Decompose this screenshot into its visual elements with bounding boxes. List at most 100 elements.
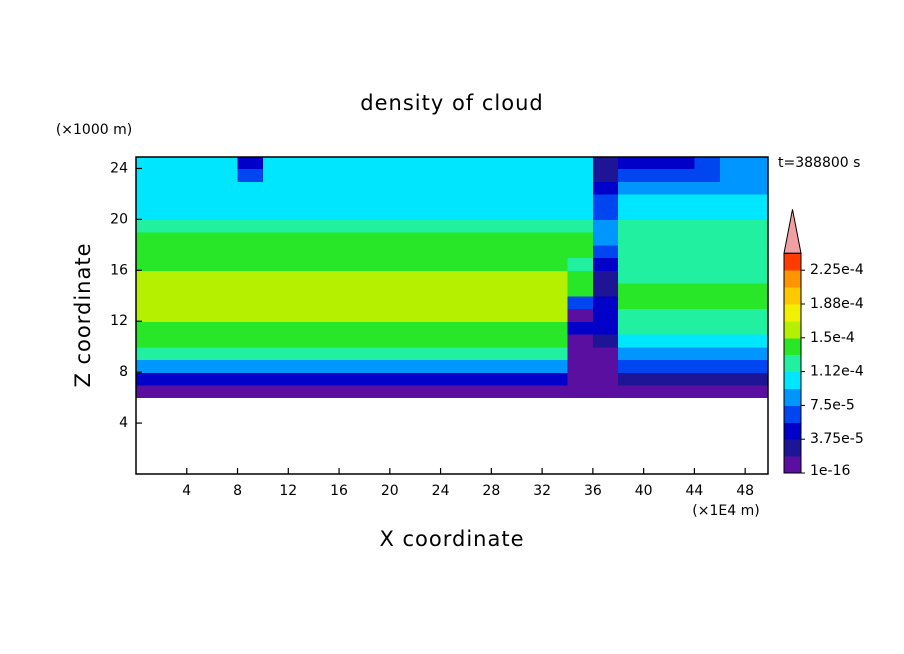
field-cell <box>161 157 188 170</box>
field-cell <box>186 333 213 348</box>
field-cell <box>643 270 670 284</box>
field-cell <box>719 257 746 271</box>
colorbar-band <box>784 320 801 339</box>
field-cell <box>262 384 289 399</box>
field-cell <box>542 283 569 297</box>
field-cell <box>491 359 518 373</box>
colorbar-band <box>784 371 801 389</box>
field-cell <box>643 359 670 373</box>
field-cell <box>465 346 492 361</box>
x-tick-label: 4 <box>182 483 191 499</box>
field-cell <box>567 232 594 246</box>
field-cell <box>465 232 492 246</box>
field-cell <box>542 308 569 322</box>
field-cell <box>389 321 416 335</box>
field-cell <box>237 257 264 271</box>
field-cell <box>237 219 264 233</box>
field-cell <box>237 384 264 399</box>
field-cell <box>516 283 543 297</box>
field-cell <box>313 244 340 259</box>
field-cell <box>339 168 366 182</box>
field-cell <box>136 219 162 233</box>
field-cell <box>618 346 645 361</box>
field-cell <box>136 308 162 322</box>
field-cell <box>136 168 162 182</box>
field-cell <box>745 333 768 348</box>
field-cell <box>339 206 366 220</box>
field-cell <box>719 270 746 284</box>
field-cell <box>186 295 213 310</box>
field-cell <box>339 181 366 195</box>
field-cell <box>542 372 569 386</box>
field-cell <box>465 333 492 348</box>
colorbar-frame <box>783 252 802 474</box>
field-cell <box>389 295 416 310</box>
field-cell <box>440 321 467 335</box>
x-tick-label: 28 <box>482 483 500 499</box>
field-cell <box>237 244 264 259</box>
field-cell <box>288 168 315 182</box>
field-cell <box>161 193 188 208</box>
field-cell <box>212 346 239 361</box>
field-cell <box>136 384 162 399</box>
field-cell <box>136 295 162 310</box>
field-cell <box>389 346 416 361</box>
field-cell <box>643 283 670 297</box>
chart-title: density of cloud <box>360 91 543 115</box>
field-cell <box>288 257 315 271</box>
field-cell <box>364 193 391 208</box>
colorbar-tick-label: 2.25e-4 <box>810 262 864 278</box>
field-cell <box>212 308 239 322</box>
field-cell <box>618 384 645 399</box>
field-cell <box>567 219 594 233</box>
field-cell <box>745 270 768 284</box>
field-cell <box>491 193 518 208</box>
x-tick-label: 20 <box>381 483 399 499</box>
field-cell <box>288 206 315 220</box>
field-cell <box>618 244 645 259</box>
field-cell <box>415 372 442 386</box>
field-cell <box>288 308 315 322</box>
field-cell <box>592 308 619 322</box>
field-cell <box>212 168 239 182</box>
field-cell <box>465 384 492 399</box>
field-cell <box>618 206 645 220</box>
field-cell <box>592 359 619 373</box>
field-cell <box>440 295 467 310</box>
field-cell <box>212 295 239 310</box>
field-cell <box>567 346 594 361</box>
field-cell <box>516 168 543 182</box>
field-cell <box>288 359 315 373</box>
field-cell <box>694 244 721 259</box>
field-cell <box>212 372 239 386</box>
field-cell <box>669 244 695 259</box>
field-cell <box>389 219 416 233</box>
field-cell <box>542 295 569 310</box>
field-cell <box>694 295 721 310</box>
field-cell <box>618 257 645 271</box>
field-cell <box>745 346 768 361</box>
field-cell <box>364 346 391 361</box>
colorbar-band <box>784 388 801 406</box>
field-cell <box>745 244 768 259</box>
field-cell <box>313 333 340 348</box>
y-tick-label: 16 <box>110 262 128 278</box>
field-cell <box>567 384 594 399</box>
field-cell <box>592 257 619 271</box>
field-cell <box>288 384 315 399</box>
field-cell <box>339 232 366 246</box>
field-cell <box>618 219 645 233</box>
field-cell <box>389 232 416 246</box>
field-cell <box>212 157 239 170</box>
field-cell <box>592 321 619 335</box>
plot-frame <box>135 156 769 475</box>
field-cell <box>262 270 289 284</box>
field-cell <box>542 270 569 284</box>
field-cell <box>491 157 518 170</box>
field-cell <box>288 372 315 386</box>
field-cell <box>542 168 569 182</box>
field-cell <box>669 295 695 310</box>
field-cell <box>364 283 391 297</box>
x-unit: (×1E4 m) <box>692 503 759 519</box>
field-cell <box>389 193 416 208</box>
